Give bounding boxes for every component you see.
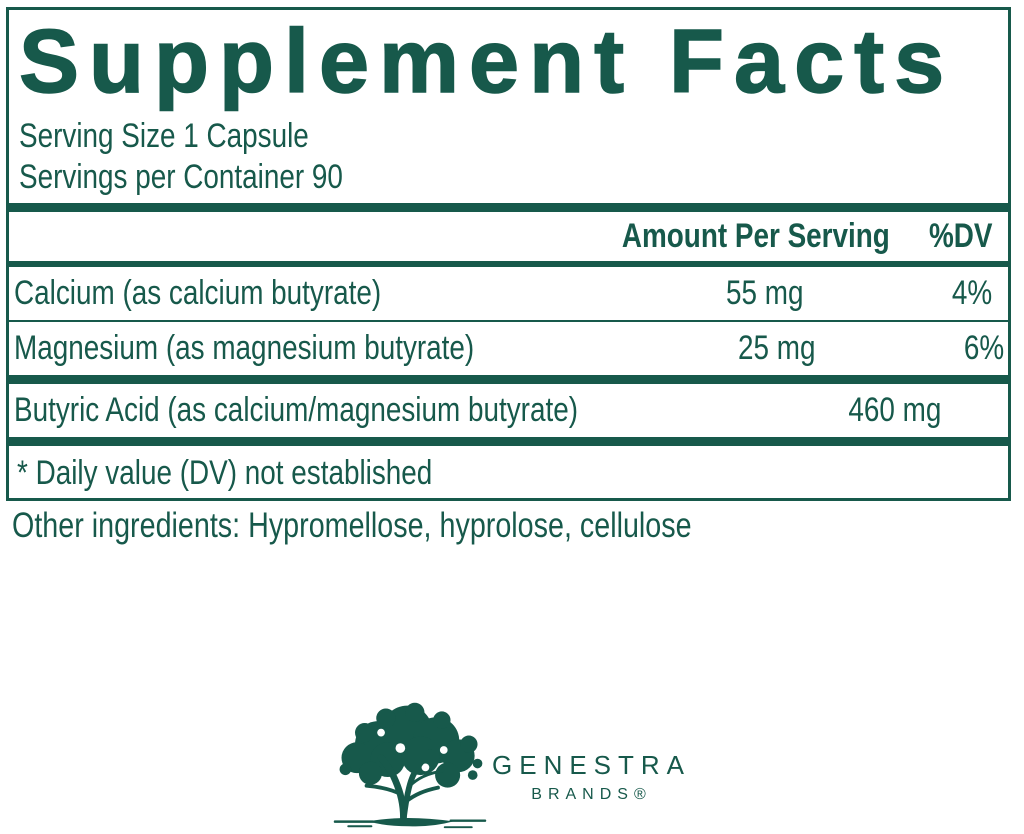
panel-title: Supplement Facts <box>18 12 955 112</box>
table-row-calcium: Calcium (as calcium butyrate) 55 mg 4% <box>9 267 1008 320</box>
tree-icon <box>333 702 487 829</box>
divider-thick-bar <box>9 375 1008 384</box>
divider-thick-bar <box>9 437 1008 446</box>
other-ingredients-text: Other ingredients: Hypromellose, hyprolo… <box>12 506 692 545</box>
nutrient-dv: 4% <box>951 274 992 312</box>
nutrient-dv: 6% <box>963 329 1005 367</box>
nutrient-amount: 460 mg <box>848 391 942 429</box>
nutrient-name: Magnesium (as magnesium butyrate) <box>14 329 475 367</box>
brand-wordmark: GENESTRA BRANDS® <box>492 750 691 804</box>
serving-size-line: Serving Size 1 Capsule <box>19 116 1008 157</box>
servings-per-container-line: Servings per Container 90 <box>19 157 1008 198</box>
header-amount-per-serving: Amount Per Serving <box>621 217 890 255</box>
brand-name-text: GENESTRA <box>492 750 692 780</box>
daily-value-footnote: * Daily value (DV) not established <box>17 453 433 492</box>
brand-logo: GENESTRA BRANDS® <box>0 688 1024 831</box>
serving-size-text: Serving Size 1 Capsule <box>19 117 309 155</box>
nutrient-name: Butyric Acid (as calcium/magnesium butyr… <box>14 391 579 429</box>
nutrient-name: Calcium (as calcium butyrate) <box>14 274 382 312</box>
supplement-facts-panel: Supplement Facts Serving Size 1 Capsule … <box>6 7 1011 501</box>
divider-medium-rule <box>9 261 1008 267</box>
nutrient-amount: 55 mg <box>725 274 803 312</box>
table-row-magnesium: Magnesium (as magnesium butyrate) 25 mg … <box>9 322 1008 375</box>
table-row-butyric-acid: Butyric Acid (as calcium/magnesium butyr… <box>9 384 1008 437</box>
divider-thick-bar <box>9 203 1008 212</box>
nutrient-amount: 25 mg <box>737 329 816 367</box>
divider-thin-rule <box>9 320 1008 322</box>
table-header-row: Amount Per Serving %DV <box>9 212 1008 261</box>
header-percent-dv: %DV <box>928 217 992 255</box>
servings-per-container-text: Servings per Container 90 <box>19 158 343 196</box>
serving-info: Serving Size 1 Capsule Servings per Cont… <box>9 110 1008 198</box>
brand-sub-text: BRANDS® <box>531 786 652 803</box>
